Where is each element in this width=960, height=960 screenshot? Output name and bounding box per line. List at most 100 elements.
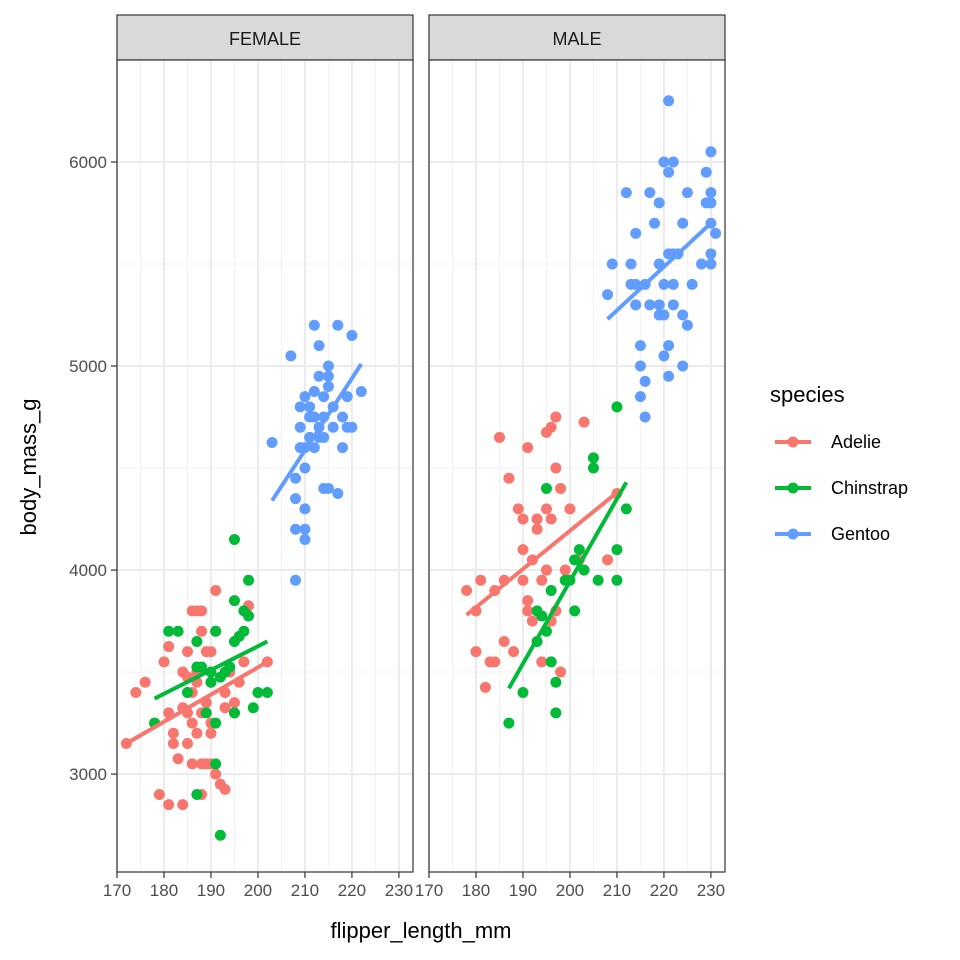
point-chinstrap (228, 707, 240, 719)
point-adelie (540, 564, 552, 576)
legend-label: Adelie (831, 432, 881, 452)
point-chinstrap (238, 625, 250, 637)
point-gentoo (630, 227, 642, 239)
point-adelie (186, 758, 198, 770)
point-adelie (219, 783, 231, 795)
point-chinstrap (536, 610, 548, 622)
point-gentoo (663, 166, 675, 178)
point-gentoo (355, 386, 367, 398)
point-gentoo (620, 187, 632, 199)
panel-background (429, 60, 725, 872)
facet-strip-label: MALE (552, 29, 601, 49)
point-chinstrap (587, 462, 599, 474)
x-tick-label: 200 (556, 881, 584, 900)
point-adelie (238, 656, 250, 668)
point-chinstrap (247, 702, 259, 714)
point-gentoo (290, 493, 302, 505)
point-chinstrap (191, 788, 203, 800)
point-chinstrap (210, 717, 222, 729)
point-adelie (489, 656, 501, 668)
x-tick-label: 210 (291, 881, 319, 900)
point-gentoo (294, 421, 306, 433)
fit-line-adelie (125, 660, 269, 746)
point-gentoo (285, 350, 297, 362)
point-gentoo (700, 166, 712, 178)
point-adelie (181, 646, 193, 658)
point-adelie (210, 584, 222, 596)
x-tick-label: 200 (244, 881, 272, 900)
point-gentoo (327, 421, 339, 433)
legend-title: species (770, 382, 845, 407)
point-chinstrap (550, 676, 562, 688)
point-gentoo (639, 375, 651, 387)
point-chinstrap (163, 625, 175, 637)
point-gentoo (299, 462, 311, 474)
panel-border (116, 59, 414, 873)
point-adelie (503, 472, 515, 484)
y-tick-label: 4000 (69, 561, 107, 580)
point-adelie (522, 605, 534, 617)
point-gentoo (710, 227, 722, 239)
point-gentoo (705, 146, 717, 158)
point-gentoo (677, 217, 689, 229)
point-gentoo (299, 391, 311, 403)
point-gentoo (667, 278, 679, 290)
point-gentoo (308, 386, 320, 398)
point-gentoo (705, 258, 717, 270)
point-chinstrap (611, 574, 623, 586)
point-chinstrap (550, 707, 562, 719)
point-gentoo (658, 350, 670, 362)
point-chinstrap (228, 595, 240, 607)
legend-key-point (787, 436, 799, 448)
panel-male: MALE 170 180 190 200 210 220 230 (415, 14, 726, 900)
point-gentoo (634, 391, 646, 403)
point-adelie (470, 646, 482, 658)
point-gentoo (337, 411, 349, 423)
x-axis-female: 170 180 190 200 210 220 230 (103, 872, 413, 900)
point-gentoo (705, 187, 717, 199)
point-gentoo (332, 488, 344, 500)
point-adelie (540, 503, 552, 515)
point-chinstrap (573, 544, 585, 556)
point-gentoo (634, 340, 646, 352)
point-gentoo (602, 289, 614, 301)
point-chinstrap (210, 758, 222, 770)
point-adelie (526, 615, 538, 627)
point-adelie (153, 788, 165, 800)
point-gentoo (337, 442, 349, 454)
point-chinstrap (592, 574, 604, 586)
point-chinstrap (578, 564, 590, 576)
point-chinstrap (243, 574, 255, 586)
point-adelie (186, 717, 198, 729)
point-adelie (522, 595, 534, 607)
point-gentoo (290, 574, 302, 586)
point-gentoo (667, 299, 679, 311)
point-adelie (508, 646, 520, 658)
point-adelie (167, 737, 179, 749)
legend-item-gentoo: Gentoo (775, 524, 890, 544)
point-gentoo (313, 340, 325, 352)
point-gentoo (653, 299, 665, 311)
point-chinstrap (569, 605, 581, 617)
x-tick-label: 180 (150, 881, 178, 900)
fit-line-chinstrap (507, 481, 629, 690)
point-gentoo (322, 360, 334, 372)
point-gentoo (658, 278, 670, 290)
point-adelie (517, 544, 529, 556)
legend-items: Adelie Chinstrap Gentoo (775, 432, 908, 544)
point-gentoo (304, 401, 316, 413)
point-gentoo (644, 187, 656, 199)
point-adelie (475, 574, 487, 586)
panel-background (117, 60, 413, 872)
x-axis-title: flipper_length_mm (331, 918, 512, 943)
x-tick-label: 230 (697, 881, 725, 900)
point-gentoo (299, 533, 311, 545)
legend-key-point (787, 528, 799, 540)
point-adelie (550, 462, 562, 474)
point-adelie (205, 646, 217, 658)
x-tick-label: 190 (509, 881, 537, 900)
point-gentoo (299, 523, 311, 535)
y-tick-label: 6000 (69, 153, 107, 172)
point-gentoo (266, 437, 278, 449)
point-adelie (219, 702, 231, 714)
